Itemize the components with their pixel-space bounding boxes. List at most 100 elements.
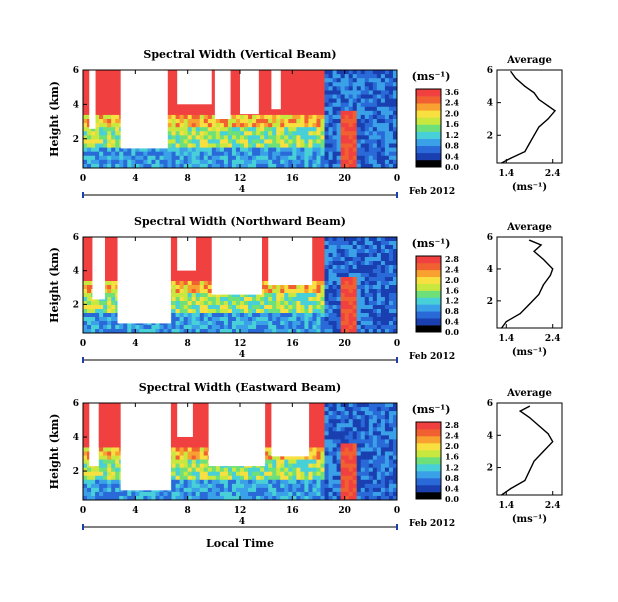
heatmap-cell [192, 107, 196, 111]
heatmap-cell [240, 123, 244, 127]
heatmap-cell [333, 148, 337, 152]
heatmap-cell [377, 285, 381, 289]
heatmap-cell [268, 309, 272, 313]
heatmap-cell [280, 317, 284, 321]
heatmap-cell [196, 265, 200, 269]
heatmap-cell [377, 115, 381, 119]
heatmap-cell [377, 269, 381, 273]
heatmap-cell [111, 325, 115, 329]
heatmap-cell [188, 460, 192, 464]
heatmap-cell [107, 423, 111, 427]
heatmap-cell [180, 321, 184, 325]
heatmap-cell [111, 464, 115, 468]
heatmap-cell [99, 74, 103, 78]
heatmap-cell [268, 325, 272, 329]
heatmap-cell [365, 237, 369, 241]
heatmap-cell [337, 119, 341, 123]
heatmap-cell [228, 317, 232, 321]
heatmap-cell [329, 107, 333, 111]
heatmap-cell [236, 123, 240, 127]
heatmap-cell [99, 415, 103, 419]
heatmap-cell [353, 289, 357, 293]
heatmap-cell [264, 277, 268, 281]
no-data-region [89, 70, 95, 129]
heatmap-cell [308, 103, 312, 107]
heatmap-cell [264, 253, 268, 257]
heatmap-cell [284, 293, 288, 297]
heatmap-cell [373, 281, 377, 285]
heatmap-cell [83, 261, 87, 265]
heatmap-cell [329, 281, 333, 285]
heatmap-cell [200, 309, 204, 313]
heatmap-cell [333, 321, 337, 325]
profile-title: Average [506, 55, 552, 66]
heatmap-cell [312, 135, 316, 139]
heatmap-cell [168, 111, 172, 115]
heatmap-cell [381, 257, 385, 261]
heatmap-cell [91, 488, 95, 492]
heatmap-cell [87, 249, 91, 253]
heatmap-cell [349, 253, 353, 257]
heatmap-cell [224, 309, 228, 313]
heatmap-cell [264, 99, 268, 103]
heatmap-cell [192, 131, 196, 135]
heatmap-cell [115, 472, 119, 476]
heatmap-cell [240, 472, 244, 476]
heatmap-cell [200, 472, 204, 476]
heatmap-cell [188, 111, 192, 115]
heatmap-cell [308, 325, 312, 329]
heatmap-cell [329, 78, 333, 82]
heatmap-cell [176, 285, 180, 289]
heatmap-cell [308, 74, 312, 78]
heatmap-cell [87, 139, 91, 143]
heatmap-cell [284, 297, 288, 301]
heatmap-cell [184, 289, 188, 293]
heatmap-cell [329, 305, 333, 309]
heatmap-cell [337, 70, 341, 74]
heatmap-cell [172, 480, 176, 484]
heatmap-cell [172, 135, 176, 139]
heatmap-cell [131, 152, 135, 156]
heatmap-cell [196, 472, 200, 476]
heatmap-cell [216, 488, 220, 492]
heatmap-cell [188, 281, 192, 285]
heatmap-cell [192, 111, 196, 115]
heatmap-cell [111, 265, 115, 269]
heatmap-cell [236, 488, 240, 492]
heatmap-cell [389, 82, 393, 86]
heatmap-cell [365, 111, 369, 115]
heatmap-cell [329, 123, 333, 127]
heatmap-cell [337, 313, 341, 317]
heatmap-cell [272, 313, 276, 317]
heatmap-cell [325, 273, 329, 277]
heatmap-cell [204, 131, 208, 135]
heatmap-cell [192, 460, 196, 464]
profile-title: Average [506, 222, 552, 233]
heatmap-cell [312, 277, 316, 281]
heatmap-cell [204, 156, 208, 160]
heatmap-cell [107, 285, 111, 289]
heatmap-cell [373, 313, 377, 317]
x-tick-label: 8 [185, 339, 191, 349]
heatmap-cell [312, 90, 316, 94]
heatmap-cell [268, 148, 272, 152]
heatmap-cell [240, 317, 244, 321]
heatmap-cell [381, 70, 385, 74]
heatmap-cell [333, 241, 337, 245]
heatmap-cell [385, 305, 389, 309]
heatmap-cell [345, 86, 349, 90]
heatmap-cell [244, 325, 248, 329]
heatmap-cell [369, 103, 373, 107]
heatmap-cell [276, 152, 280, 156]
heatmap-cell [91, 492, 95, 496]
heatmap-cell [385, 285, 389, 289]
heatmap-cell [107, 293, 111, 297]
heatmap-cell [377, 111, 381, 115]
heatmap-cell [256, 480, 260, 484]
heatmap-cell [308, 70, 312, 74]
heatmap-cell [252, 480, 256, 484]
heatmap-cell [337, 82, 341, 86]
heatmap-cell [341, 241, 345, 245]
heatmap-cell [381, 156, 385, 160]
heatmap-cell [115, 439, 119, 443]
